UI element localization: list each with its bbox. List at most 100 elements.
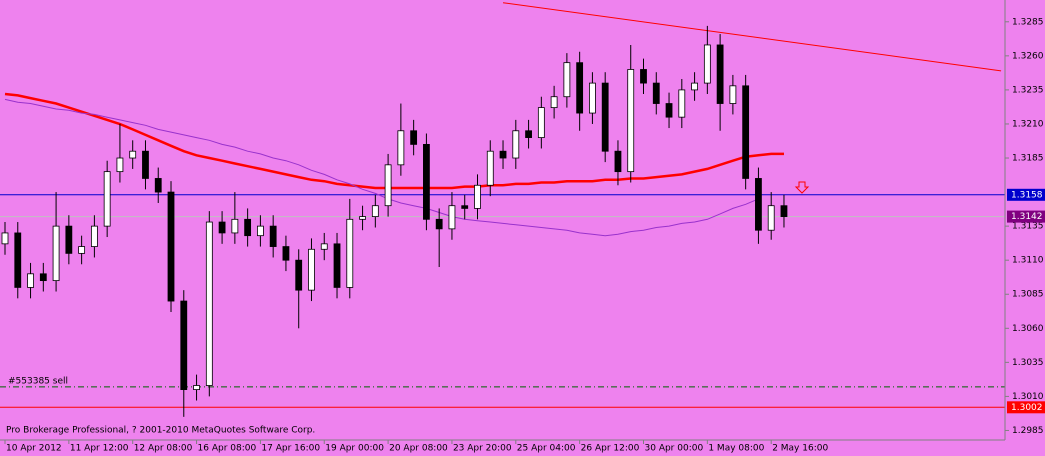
plot-area: #553385 sell bbox=[0, 2, 1005, 417]
candle-body bbox=[14, 232, 22, 288]
candle-body bbox=[371, 205, 379, 217]
x-tick-label: 20 Apr 08:00 bbox=[389, 444, 448, 454]
candle-body bbox=[448, 205, 456, 230]
candle-body bbox=[780, 205, 788, 217]
candle-body bbox=[256, 225, 264, 237]
candle-body bbox=[537, 107, 545, 138]
footer: Pro Brokerage Professional, ? 2001-2010 … bbox=[6, 426, 315, 436]
candle-body bbox=[665, 103, 673, 118]
candle-body bbox=[205, 221, 213, 386]
candle-body bbox=[103, 171, 111, 227]
price-label: 1.3002 bbox=[1011, 403, 1043, 413]
candle-body bbox=[474, 184, 481, 209]
down-arrow-icon bbox=[794, 181, 810, 194]
x-tick-label: 23 Apr 20:00 bbox=[453, 444, 512, 454]
candle-body bbox=[90, 225, 98, 247]
candle-body bbox=[423, 143, 430, 220]
x-tick-label: 10 Apr 2012 bbox=[6, 444, 62, 454]
x-tick-label: 30 Apr 00:00 bbox=[645, 444, 704, 454]
candle-body bbox=[269, 225, 277, 247]
y-tick-label: 1.3210 bbox=[1012, 119, 1044, 129]
price-label-box bbox=[1007, 210, 1045, 223]
candle-body bbox=[716, 44, 724, 104]
candle-body bbox=[397, 130, 405, 166]
candle-body bbox=[601, 82, 609, 152]
candle-body bbox=[333, 243, 341, 288]
candle-body bbox=[78, 246, 86, 254]
candle-body bbox=[231, 218, 239, 234]
candle-body bbox=[142, 150, 149, 179]
candle-body bbox=[576, 62, 584, 114]
candle-body bbox=[308, 248, 315, 291]
candle-body bbox=[486, 150, 494, 186]
y-tick-label: 1.3110 bbox=[1012, 256, 1044, 266]
y-tick-label: 1.3185 bbox=[1012, 154, 1044, 164]
candle-body bbox=[499, 150, 507, 159]
candle-body bbox=[346, 218, 354, 288]
candle-body bbox=[359, 216, 366, 220]
x-tick-label: 25 Apr 04:00 bbox=[517, 444, 576, 454]
candle-body bbox=[129, 150, 137, 159]
moving-average bbox=[4, 98, 759, 237]
candle-body bbox=[282, 246, 290, 261]
price-label: 1.3142 bbox=[1011, 212, 1043, 222]
x-tick-label: 12 Apr 08:00 bbox=[134, 444, 193, 454]
candle-body bbox=[461, 205, 469, 209]
candle-body bbox=[52, 225, 60, 282]
candle-body bbox=[27, 273, 34, 288]
x-tick-label: 17 Apr 16:00 bbox=[261, 444, 320, 454]
candle-body bbox=[614, 150, 622, 173]
candle-body bbox=[295, 259, 303, 291]
x-tick-label: 26 Apr 12:00 bbox=[581, 444, 640, 454]
candle-body bbox=[729, 85, 737, 104]
y-tick-label: 1.2985 bbox=[1012, 426, 1044, 436]
y-tick-label: 1.3010 bbox=[1012, 392, 1044, 402]
candle-body bbox=[678, 89, 686, 118]
x-tick-label: 16 Apr 08:00 bbox=[198, 444, 257, 454]
candle-body bbox=[627, 69, 635, 173]
candle-body bbox=[550, 96, 558, 109]
candle-body bbox=[742, 85, 750, 179]
candle-body bbox=[640, 69, 647, 84]
x-tick-label: 2 May 16:00 bbox=[772, 444, 828, 454]
y-tick-label: 1.3135 bbox=[1012, 222, 1044, 232]
candle-body bbox=[589, 82, 596, 114]
price-label: 1.3158 bbox=[1011, 190, 1043, 200]
y-tick-label: 1.3085 bbox=[1012, 290, 1044, 300]
candle-body bbox=[39, 273, 47, 282]
x-tick-label: 19 Apr 00:00 bbox=[325, 444, 384, 454]
candle-body bbox=[703, 44, 711, 84]
y-tick-label: 1.3035 bbox=[1012, 358, 1044, 368]
x-tick-label: 1 May 08:00 bbox=[708, 444, 764, 454]
candle-body bbox=[410, 130, 418, 145]
y-tick-label: 1.3260 bbox=[1012, 51, 1044, 61]
candle-body bbox=[154, 178, 162, 193]
y-tick-label: 1.3060 bbox=[1012, 324, 1044, 334]
candle-body bbox=[218, 221, 226, 234]
candle-body bbox=[563, 62, 571, 98]
candle-body bbox=[244, 218, 252, 237]
candle-body bbox=[691, 82, 698, 91]
y-tick-label: 1.3235 bbox=[1012, 85, 1044, 95]
candle-body bbox=[320, 243, 328, 250]
candle-body bbox=[180, 300, 188, 390]
price-label-box bbox=[1007, 401, 1045, 414]
candle-body bbox=[1, 232, 9, 245]
candle-body bbox=[435, 218, 443, 230]
moving-average bbox=[4, 92, 784, 190]
candle-body bbox=[652, 82, 660, 104]
order-label: #553385 sell bbox=[8, 376, 68, 386]
trendline bbox=[502, 2, 1002, 72]
candle-body bbox=[193, 385, 200, 390]
candle-body bbox=[384, 164, 392, 207]
candle-body bbox=[525, 130, 532, 138]
candle-body bbox=[512, 130, 520, 159]
candle-body bbox=[167, 191, 175, 302]
price-label-box bbox=[1007, 188, 1045, 201]
x-tick-label: 11 Apr 12:00 bbox=[70, 444, 129, 454]
y-tick-label: 1.3285 bbox=[1012, 17, 1044, 27]
candle-body bbox=[116, 157, 124, 173]
candle-body bbox=[755, 178, 762, 231]
